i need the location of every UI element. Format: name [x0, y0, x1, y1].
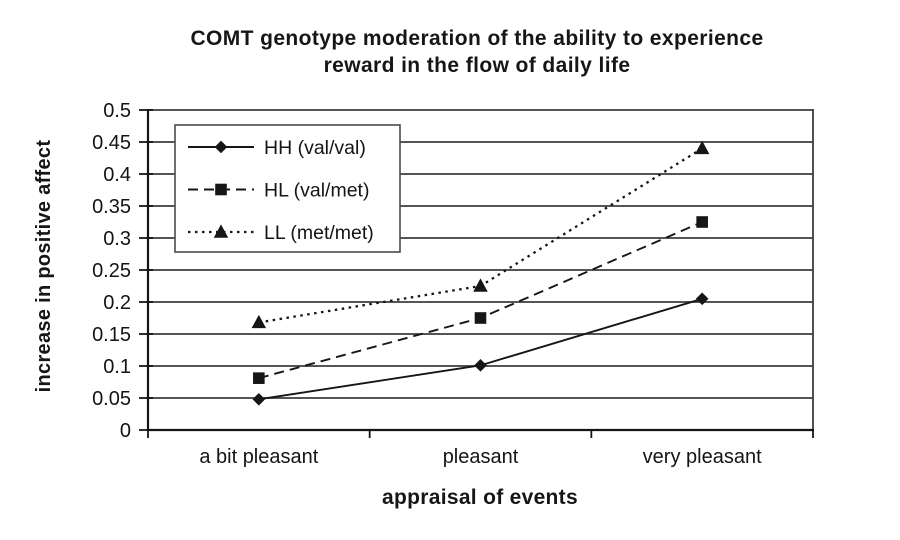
legend-entry: HL (val/met)	[188, 180, 369, 202]
chart-title-line-2: reward in the flow of daily life	[323, 54, 631, 77]
y-tick-label: 0.5	[103, 100, 131, 122]
y-tick-label: 0.25	[92, 260, 131, 282]
legend-entry: HH (val/val)	[188, 137, 366, 159]
y-tick-label: 0.3	[103, 228, 131, 250]
y-tick-label: 0.4	[103, 164, 131, 186]
y-tick-label: 0.45	[92, 132, 131, 154]
y-tick-label: 0.2	[103, 292, 131, 314]
y-tick-label: 0.1	[103, 356, 131, 378]
triangle-marker	[473, 278, 488, 292]
series-hh	[252, 292, 709, 406]
y-tick-labels: 0 0.05 0.1 0.15 0.2 0.25 0.3 0.35 0.4 0.45 0.5	[92, 100, 131, 442]
x-category-labels: a bit pleasant pleasant very pleasant	[199, 446, 762, 468]
axis-ticks	[139, 109, 814, 438]
triangle-marker	[694, 140, 710, 155]
axes	[146, 109, 814, 432]
y-tick-label: 0.35	[92, 196, 131, 218]
x-category-label: a bit pleasant	[199, 446, 318, 468]
triangle-marker	[213, 224, 229, 238]
x-axis-title: appraisal of events	[382, 486, 578, 509]
legend-label: HL (val/met)	[264, 180, 369, 202]
triangle-marker	[251, 314, 267, 329]
diamond-marker	[695, 292, 709, 306]
legend: HH (val/val) HL (val/met) LL (met/met)	[174, 124, 401, 253]
legend-entry: LL (met/met)	[188, 222, 374, 244]
square-marker	[696, 216, 708, 228]
y-tick-label: 0	[120, 420, 131, 442]
series-hl	[253, 216, 708, 384]
square-marker	[474, 312, 487, 324]
diamond-marker	[252, 392, 266, 406]
legend-label: HH (val/val)	[264, 137, 366, 159]
legend-label: LL (met/met)	[264, 222, 374, 244]
x-category-label: very pleasant	[643, 446, 762, 468]
square-marker	[215, 183, 227, 196]
diamond-marker	[474, 359, 487, 372]
chart-title: COMT genotype moderation of the ability …	[54, 25, 900, 79]
y-tick-label: 0.15	[92, 324, 131, 346]
x-category-label: pleasant	[443, 446, 519, 468]
chart-title-line-1: COMT genotype moderation of the ability …	[190, 27, 764, 50]
diamond-marker	[214, 140, 228, 154]
y-tick-label: 0.05	[92, 388, 131, 410]
series-ll	[251, 140, 710, 329]
square-marker	[253, 372, 265, 384]
